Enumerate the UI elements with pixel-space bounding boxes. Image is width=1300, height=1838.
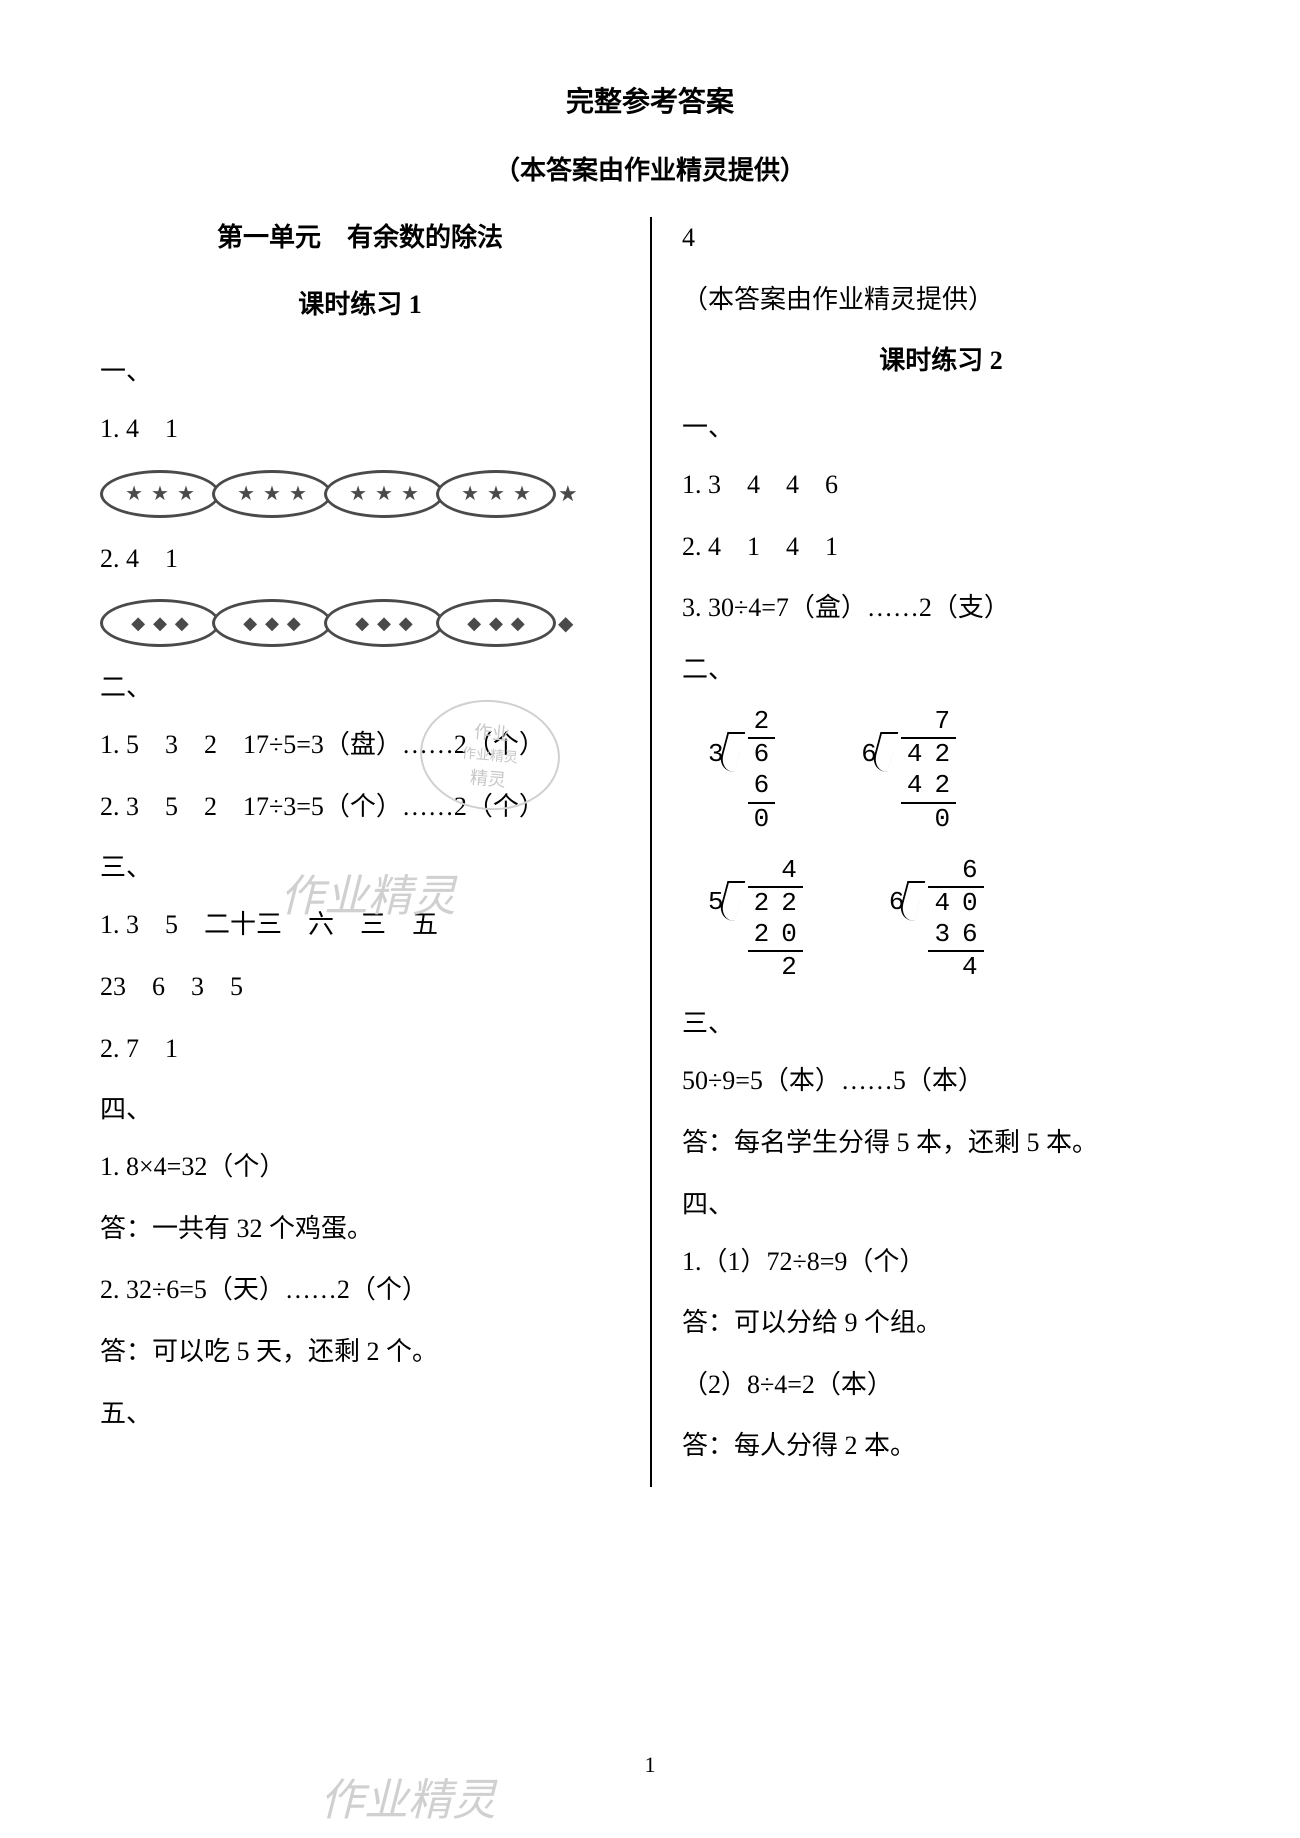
diamond-group: ◆◆◆ bbox=[324, 599, 444, 647]
p2-s4-l1: 1.（1）72÷8=9（个） bbox=[682, 1241, 1200, 1283]
p1-s4-l1: 1. 8×4=32（个） bbox=[100, 1146, 620, 1188]
left-column: 第一单元 有余数的除法 课时练习 1 一、 1. 4 1 ★★★ ★★★ ★★★… bbox=[100, 217, 650, 1487]
p1-s2-label: 二、 bbox=[100, 667, 620, 704]
right-top4: 4 bbox=[682, 217, 1200, 259]
p1-s4-l2: 答：一共有 32 个鸡蛋。 bbox=[100, 1208, 620, 1250]
p1-s1-label: 一、 bbox=[100, 351, 620, 388]
p1-s4-l4: 答：可以吃 5 天，还剩 2 个。 bbox=[100, 1331, 620, 1373]
page-subtitle: （本答案由作业精灵提供） bbox=[100, 150, 1200, 187]
right-note: （本答案由作业精灵提供） bbox=[682, 279, 1200, 321]
star-group: ★★★ bbox=[436, 470, 556, 518]
diamond-group: ◆◆◆ bbox=[436, 599, 556, 647]
p2-s1-l2: 2. 4 1 4 1 bbox=[682, 526, 1200, 568]
page-number: 1 bbox=[645, 1752, 656, 1778]
long-division-4: 6 640 36 4 bbox=[883, 855, 984, 984]
p1-s4-label: 四、 bbox=[100, 1089, 620, 1126]
page-title: 完整参考答案 bbox=[100, 80, 1200, 120]
p2-s4-l2: 答：可以分给 9 个组。 bbox=[682, 1302, 1200, 1344]
p1-s3-l2: 23 6 3 5 bbox=[100, 966, 620, 1008]
diamond-group: ◆◆◆ bbox=[100, 599, 220, 647]
p2-s4-l4: 答：每人分得 2 本。 bbox=[682, 1425, 1200, 1467]
watermark-text: 作业精灵 bbox=[320, 1764, 496, 1828]
p1-s3-label: 三、 bbox=[100, 847, 620, 884]
p2-s2-label: 二、 bbox=[682, 649, 1200, 686]
p2-s1-label: 一、 bbox=[682, 407, 1200, 444]
star-group: ★★★ bbox=[100, 470, 220, 518]
p1-s1-q2: 2. 4 1 bbox=[100, 538, 620, 580]
long-division-3: 4 522 20 2 bbox=[702, 855, 803, 984]
p2-s1-l1: 1. 3 4 4 6 bbox=[682, 464, 1200, 506]
lone-star-icon: ★ bbox=[558, 481, 578, 507]
p1-s4-l3: 2. 32÷6=5（天）……2（个） bbox=[100, 1269, 620, 1311]
star-group: ★★★ bbox=[212, 470, 332, 518]
unit-title: 第一单元 有余数的除法 bbox=[100, 217, 620, 254]
right-column: 4 （本答案由作业精灵提供） 课时练习 2 一、 1. 3 4 4 6 2. 4… bbox=[650, 217, 1200, 1487]
p1-s3-l3: 2. 7 1 bbox=[100, 1028, 620, 1070]
diamonds-row: ◆◆◆ ◆◆◆ ◆◆◆ ◆◆◆ ◆ bbox=[100, 599, 620, 647]
p1-s2-q1: 1. 5 3 2 17÷5=3（盘）……2（个） bbox=[100, 724, 620, 766]
star-group: ★★★ bbox=[324, 470, 444, 518]
long-division-2: 7 642 42 0 bbox=[855, 706, 956, 835]
lone-diamond-icon: ◆ bbox=[558, 611, 573, 636]
p1-s3-l1: 1. 3 5 二十三 六 三 五 bbox=[100, 904, 620, 946]
p2-s4-label: 四、 bbox=[682, 1184, 1200, 1221]
p1-s1-q1: 1. 4 1 bbox=[100, 408, 620, 450]
p1-s5-label: 五、 bbox=[100, 1393, 620, 1430]
p2-s4-l3: （2）8÷4=2（本） bbox=[682, 1364, 1200, 1406]
p2-s1-l3: 3. 30÷4=7（盒）……2（支） bbox=[682, 587, 1200, 629]
p2-s3-label: 三、 bbox=[682, 1003, 1200, 1040]
long-division-1: 2 36 6 0 bbox=[702, 706, 775, 835]
p2-s3-l1: 50÷9=5（本）……5（本） bbox=[682, 1060, 1200, 1102]
p2-s3-l2: 答：每名学生分得 5 本，还剩 5 本。 bbox=[682, 1122, 1200, 1164]
stars-row: ★★★ ★★★ ★★★ ★★★ ★ bbox=[100, 470, 620, 518]
p1-s2-q2: 2. 3 5 2 17÷3=5（个）……2（个） bbox=[100, 786, 620, 828]
diamond-group: ◆◆◆ bbox=[212, 599, 332, 647]
practice2-title: 课时练习 2 bbox=[682, 340, 1200, 377]
practice1-title: 课时练习 1 bbox=[100, 284, 620, 321]
